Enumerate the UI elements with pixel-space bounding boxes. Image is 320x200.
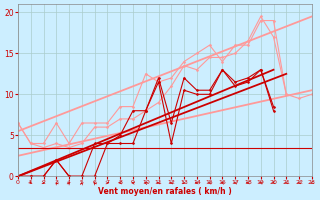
X-axis label: Vent moyen/en rafales ( km/h ): Vent moyen/en rafales ( km/h ) (98, 187, 232, 196)
